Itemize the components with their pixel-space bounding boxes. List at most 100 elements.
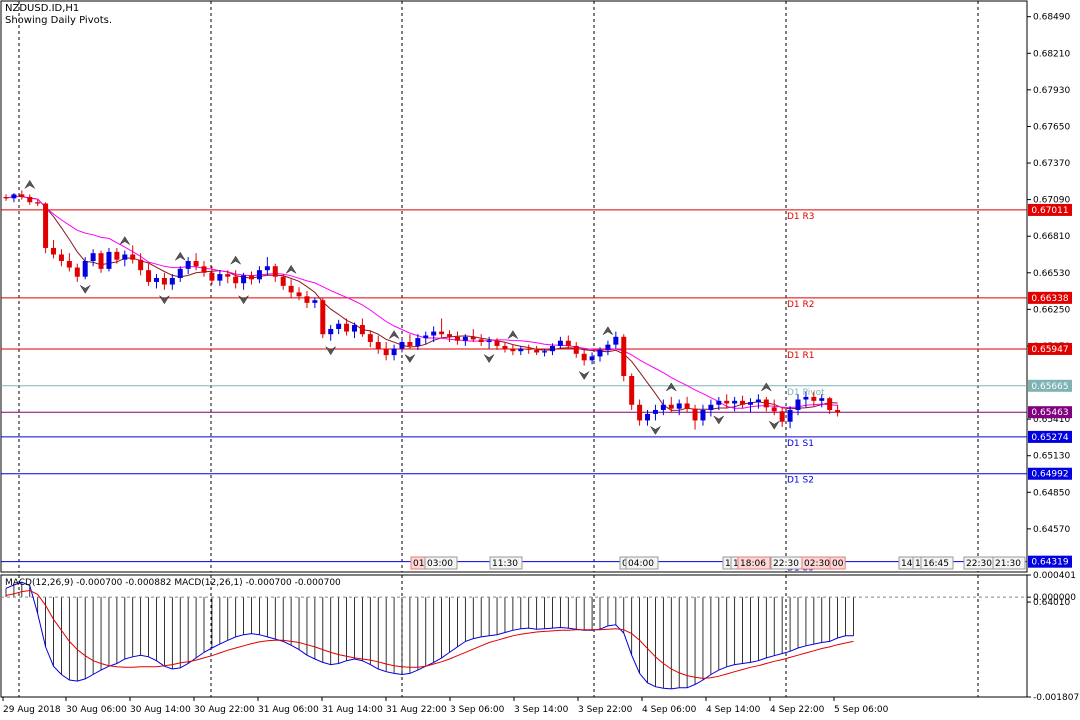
candle-body [351,325,357,332]
price-tick-label: 0.67650 [1033,122,1070,132]
candle-body [589,356,595,361]
candle-body [660,404,666,410]
x-tick-label: 31 Aug 06:00 [258,705,319,715]
candle-body [724,400,730,404]
candle-body [74,267,80,277]
fractal-up-marker [602,326,614,335]
x-tick-label: 31 Aug 22:00 [386,705,447,715]
pivot-price-tag-label: 0.65947 [1031,345,1068,355]
time-stamp-box [489,556,523,570]
candle-body [249,275,255,280]
candle-body [82,261,88,277]
fractal-down-marker [404,354,416,364]
candle-body [542,351,548,353]
candle-body [708,404,714,410]
fractal-up-marker [230,255,241,265]
macd-title: MACD(12,26,9) -0.000700 -0.000882 MACD(1… [5,578,341,588]
x-tick-label: 3 Sep 22:00 [578,705,633,715]
candle-body [161,278,167,285]
fractal-down-marker [713,415,725,425]
pivot-name-label: D1 R2 [787,300,815,310]
fractal-down-marker [79,285,91,294]
candle-body [328,328,334,335]
candle-body [280,276,286,286]
fractal-up-marker [24,179,35,189]
candle-body [3,196,9,199]
candle-body [557,340,563,346]
candle-body [359,325,365,335]
candle-body [312,300,318,303]
fractal-down-marker [650,426,661,435]
candle-body [668,404,674,409]
time-stamp-label: 18:06 [740,559,766,569]
candle-body [676,403,682,409]
candle-body [700,409,706,421]
candle-body [755,399,761,403]
time-stamp-label: 01: [413,559,427,569]
pivot-price-tag [1028,555,1072,568]
candle-body [169,278,175,285]
candle-body [201,266,207,273]
candle-body [771,407,777,412]
candle-body [827,398,833,410]
candle-body [692,408,698,421]
time-stamp-label: 1 [725,559,731,569]
time-stamp-box [992,556,1026,570]
current-price-tag [1028,406,1072,419]
x-tick-label: 31 Aug 14:00 [322,705,383,715]
candle-body [256,270,262,280]
candle-body [787,409,793,422]
candle-body [565,340,571,346]
price-tick-label: 0.68490 [1033,13,1070,23]
pivot-price-tag-label: 0.64319 [1031,558,1068,568]
time-stamp-label: 1 [733,559,739,569]
time-stamp-box [920,556,954,570]
fractal-up-marker [388,330,400,339]
time-stamp-label: 22:30 [966,559,992,569]
pivot-price-tag [1028,379,1072,392]
candle-body [502,345,508,349]
candle-body [399,342,405,349]
pivot-price-tag-label: 0.65665 [1031,382,1068,392]
pivot-price-tag [1028,342,1072,355]
candle-body [264,266,270,271]
candle-body [383,348,389,356]
pivot-price-tag [1028,430,1072,443]
candle-body [106,251,112,269]
time-stamp-label: 14 [901,559,913,569]
pivot-name-label: D1 S2 [787,476,814,486]
candle-body [621,336,627,377]
pivot-price-tag-label: 0.66338 [1031,294,1068,304]
candle-body [803,396,809,400]
x-tick-label: 4 Sep 14:00 [706,705,761,715]
x-tick-label: 30 Aug 22:00 [194,705,255,715]
candle-body [763,399,769,408]
time-stamp-label: 0 [622,559,628,569]
price-tick-label: 0.66250 [1033,305,1070,315]
time-stamp-label: 03:00 [427,559,453,569]
candle-body [375,342,381,349]
time-stamp-label: 1 [915,559,921,569]
candle-body [637,404,643,421]
price-pane-frame [0,0,1028,573]
candle-body [130,254,136,260]
pivot-price-tag [1028,467,1072,480]
x-tick-label: 30 Aug 06:00 [66,705,127,715]
fractal-down-marker [159,295,170,305]
price-tick-label: 0.67370 [1033,159,1070,169]
pivot-name-label: D1 S1 [787,439,814,449]
macd-signal-line [5,589,854,679]
x-tick-label: 4 Sep 06:00 [642,705,697,715]
pivot-price-tag-label: 0.65274 [1031,433,1068,443]
time-stamp-label: 11:30 [492,559,518,569]
candle-body [652,409,658,414]
pivot-price-tag [1028,203,1072,216]
candle-body [272,266,278,277]
x-tick-label: 4 Sep 22:00 [770,705,825,715]
time-stamp-label: 16:45 [923,559,949,569]
time-stamp-label: 04:00 [628,559,654,569]
macd-line [5,581,854,690]
candle-body [716,400,722,405]
pivot-price-tag [1028,291,1072,304]
